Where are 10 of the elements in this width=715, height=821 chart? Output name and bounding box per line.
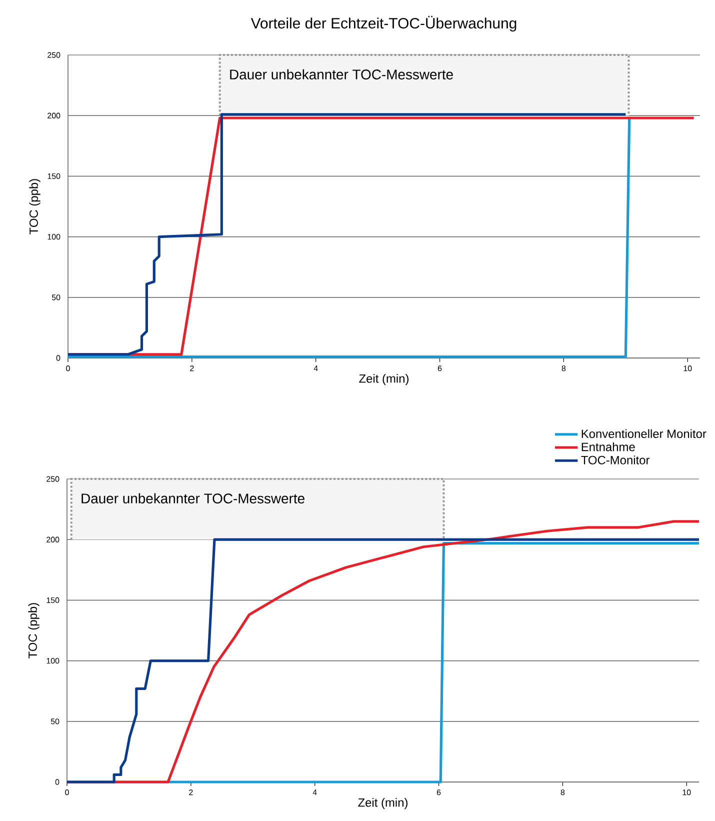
x-axis-title: Zeit (min) [358, 798, 408, 810]
y-axis-title: TOC (ppb) [29, 179, 40, 234]
band-label: Dauer unbekannter TOC-Messwerte [82, 493, 304, 504]
legend-label: TOC-Monitor [581, 456, 650, 464]
x-axis-title: Zeit (min) [359, 374, 408, 386]
legend-label: Konventioneller Monitor [582, 429, 706, 438]
y-axis-title: TOC (ppb) [28, 603, 40, 658]
chart-title: Vorteile der Echtzeit-TOC-Überwachung [250, 16, 516, 32]
band-label: Dauer unbekannter TOC-Messwerte [230, 69, 453, 80]
legend-label: Entnahme [582, 442, 635, 452]
